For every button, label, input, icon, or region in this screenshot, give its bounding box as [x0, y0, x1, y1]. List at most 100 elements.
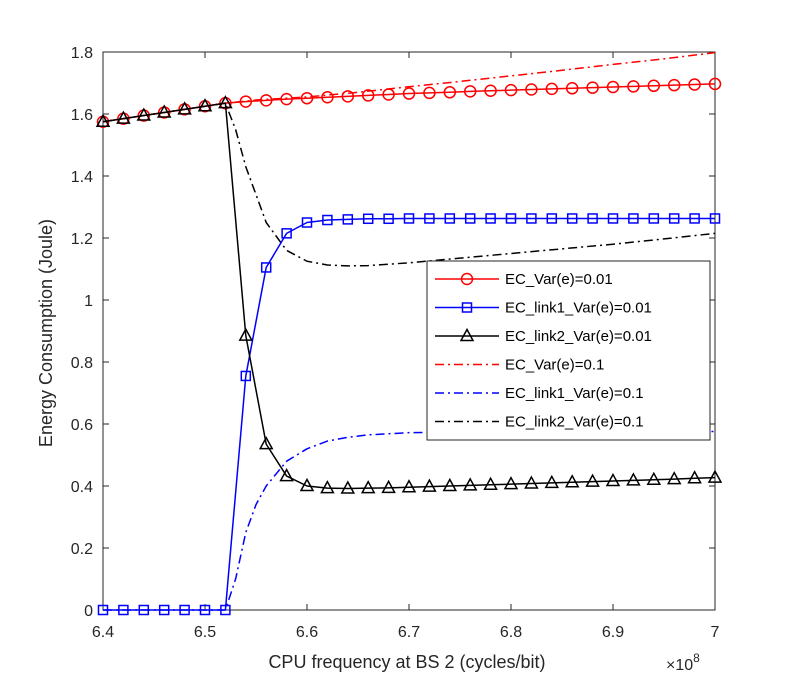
- series-line: [102, 102, 716, 490]
- legend-marker: [460, 272, 474, 286]
- data-point: [565, 82, 579, 95]
- data-point: [607, 213, 619, 224]
- x-tick-label: 6.6: [296, 624, 318, 641]
- data-point: [648, 213, 660, 224]
- data-point: [628, 213, 639, 224]
- data-point: [361, 89, 375, 102]
- legend-item: EC_Var(e)=0.01: [435, 271, 613, 288]
- data-point: [158, 604, 170, 616]
- x-tick-label: 6.9: [602, 624, 624, 641]
- data-point: [483, 476, 498, 491]
- data-point: [423, 86, 436, 100]
- legend-label: EC_Var(e)=0.1: [505, 357, 604, 374]
- y-axis-label: Energy Consumption (Joule): [36, 219, 56, 447]
- legend-item: EC_Var(e)=0.1: [435, 357, 604, 374]
- legend-item: EC_link2_Var(e)=0.01: [435, 327, 652, 345]
- data-point: [197, 98, 213, 112]
- data-point: [360, 480, 376, 494]
- data-point: [442, 477, 458, 492]
- data-point: [524, 475, 539, 489]
- data-point: [362, 213, 374, 225]
- series-3: [95, 95, 723, 494]
- series-line: [103, 217, 715, 611]
- data-point: [707, 469, 723, 483]
- data-point: [401, 479, 417, 493]
- data-point: [259, 94, 273, 107]
- data-point: [485, 213, 496, 224]
- y-tick-label: 0: [84, 603, 93, 620]
- y-tick-label: 0.8: [71, 355, 93, 372]
- data-point: [179, 604, 190, 616]
- y-tick-label: 0.4: [71, 479, 93, 496]
- x-tick-label: 6.5: [194, 624, 216, 641]
- data-point: [260, 262, 272, 273]
- x-exponent-base: ×10: [666, 657, 693, 674]
- data-point: [443, 86, 457, 99]
- data-point: [484, 84, 497, 97]
- legend-marker: [461, 302, 473, 313]
- data-point: [687, 470, 702, 484]
- data-point: [464, 213, 476, 224]
- data-point: [463, 85, 477, 98]
- data-point: [688, 78, 701, 91]
- legend-box: [426, 260, 711, 441]
- x-tick-label: 7: [711, 624, 720, 641]
- plot-area: 6.4 6.5 6.6 6.7 6.8 6.9 7 0 0.2 0.4 0.6 0.8 1 1.2 1.4 1…: [71, 45, 723, 641]
- data-point: [525, 83, 538, 96]
- x-exponent-power: 8: [693, 651, 700, 665]
- data-point: [258, 436, 274, 450]
- y-tick-label: 0.2: [71, 541, 93, 558]
- x-axis-label: CPU frequency at BS 2 (cycles/bit): [268, 652, 545, 672]
- data-point: [321, 91, 334, 104]
- data-point: [95, 113, 111, 127]
- data-point: [280, 92, 293, 106]
- data-point: [709, 213, 721, 224]
- data-point: [606, 80, 620, 94]
- legend-label: EC_link1_Var(e)=0.1: [505, 385, 644, 402]
- data-point: [546, 213, 558, 224]
- data-point: [322, 214, 333, 226]
- y-tick-label: 0.6: [71, 417, 93, 434]
- data-point: [116, 110, 131, 124]
- y-tick-label: 1.8: [71, 45, 93, 62]
- y-tick-label: 1: [84, 293, 93, 310]
- data-point: [383, 213, 394, 225]
- data-point: [586, 81, 599, 94]
- data-point: [340, 480, 356, 494]
- data-point: [220, 604, 231, 616]
- data-point: [626, 472, 641, 486]
- data-point: [424, 213, 435, 224]
- data-point: [646, 471, 662, 486]
- data-point: [647, 79, 661, 93]
- legend-label: EC_link2_Var(e)=0.1: [505, 414, 644, 431]
- data-point: [566, 213, 578, 224]
- data-point: [301, 217, 313, 228]
- data-point: [689, 213, 700, 224]
- data-point: [177, 101, 192, 115]
- data-point: [587, 213, 598, 224]
- data-point: [341, 90, 355, 103]
- data-point: [342, 214, 354, 225]
- data-point: [503, 476, 519, 490]
- data-point: [462, 477, 478, 491]
- legend-label: EC_Var(e)=0.01: [505, 271, 613, 288]
- data-point: [156, 104, 172, 118]
- data-point: [708, 77, 722, 91]
- legend-label: EC_link1_Var(e)=0.01: [505, 300, 652, 317]
- x-exponent-label: ×108: [666, 651, 700, 674]
- data-point: [281, 228, 292, 239]
- data-point: [118, 604, 129, 616]
- y-tick-label: 1.6: [71, 107, 93, 124]
- data-point: [300, 91, 314, 105]
- data-point: [666, 471, 682, 485]
- data-point: [239, 95, 253, 108]
- y-tick-label: 1.2: [71, 231, 93, 248]
- data-point: [504, 83, 518, 97]
- data-point: [403, 213, 415, 224]
- data-point: [422, 478, 437, 492]
- x-tick-label: 6.8: [500, 624, 522, 641]
- legend: EC_Var(e)=0.01 EC_link1_Var(e)=0.01 EC_lin…: [426, 260, 711, 441]
- data-point: [544, 474, 560, 489]
- data-point: [279, 468, 294, 482]
- data-point: [299, 477, 315, 492]
